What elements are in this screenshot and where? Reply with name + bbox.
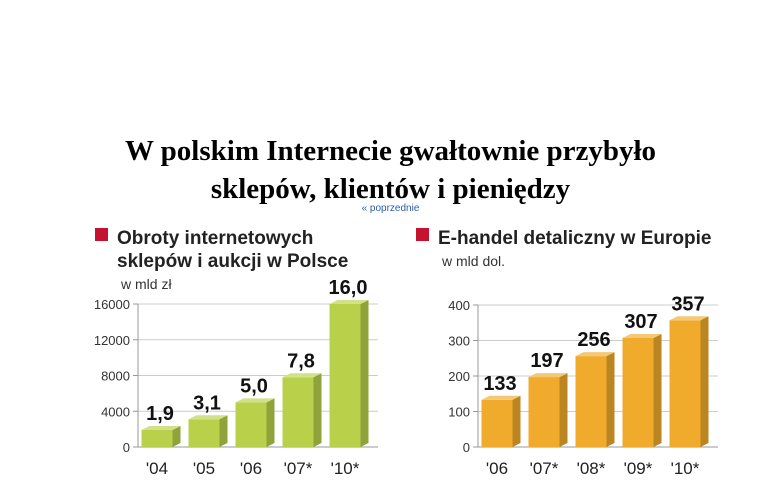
bar-side bbox=[219, 415, 228, 447]
bar-top bbox=[188, 415, 228, 420]
bar bbox=[669, 320, 701, 447]
bar-top bbox=[528, 373, 568, 378]
chart-unit: w mld zł bbox=[120, 276, 172, 292]
bar-side bbox=[700, 316, 709, 447]
bar-side bbox=[606, 352, 615, 447]
x-tick-label: '04 bbox=[146, 459, 168, 478]
previous-link[interactable]: « poprzednie bbox=[361, 203, 420, 214]
data-label: 16,0 bbox=[329, 277, 368, 299]
y-tick-label: 100 bbox=[448, 405, 470, 420]
data-label: 5,0 bbox=[240, 375, 268, 397]
bar bbox=[235, 402, 267, 447]
bar bbox=[188, 419, 220, 447]
bar-side bbox=[653, 334, 662, 447]
y-tick-label: 0 bbox=[463, 440, 470, 455]
data-label: 7,8 bbox=[287, 350, 315, 372]
x-tick-label: '08* bbox=[577, 459, 606, 478]
data-label: 256 bbox=[577, 329, 610, 351]
bar-top bbox=[622, 334, 662, 339]
title-marker-europe bbox=[416, 228, 429, 241]
x-tick-label: '07* bbox=[284, 459, 313, 478]
y-tick-label: 12000 bbox=[94, 333, 130, 348]
bar bbox=[622, 338, 654, 447]
bar-side bbox=[512, 395, 521, 447]
bar-side bbox=[360, 300, 369, 447]
x-tick-label: '10* bbox=[331, 459, 360, 478]
x-tick-label: '09* bbox=[624, 459, 653, 478]
page-headline: W polskim Internecie gwałtownie przybyło… bbox=[0, 132, 781, 208]
headline-line-2: sklepów, klientów i pieniędzy bbox=[210, 173, 571, 205]
x-tick-label: '06 bbox=[240, 459, 262, 478]
title-marker-poland bbox=[95, 228, 108, 241]
bar-top bbox=[669, 316, 709, 321]
data-label: 357 bbox=[671, 293, 704, 315]
bar bbox=[141, 430, 173, 447]
y-tick-label: 4000 bbox=[101, 404, 130, 419]
bar-side bbox=[266, 398, 275, 447]
data-label: 1,9 bbox=[146, 403, 174, 425]
chart-title-line: sklepów i aukcji w Polsce bbox=[117, 251, 348, 272]
bar-top bbox=[329, 300, 369, 304]
bar bbox=[528, 377, 560, 447]
bar-top bbox=[575, 352, 615, 357]
bar-top bbox=[141, 426, 181, 431]
bar-top bbox=[235, 398, 275, 403]
chart-title-line: Obroty internetowych bbox=[117, 228, 313, 249]
data-label: 307 bbox=[624, 311, 657, 333]
data-label: 133 bbox=[483, 373, 516, 395]
bar-top bbox=[282, 373, 322, 378]
headline-line-1: W polskim Internecie gwałtownie przybyło bbox=[124, 135, 657, 167]
y-tick-label: 200 bbox=[448, 369, 470, 384]
bar-side bbox=[313, 373, 322, 447]
bar bbox=[282, 377, 314, 447]
x-tick-label: '07* bbox=[530, 459, 559, 478]
x-tick-label: '05 bbox=[193, 459, 215, 478]
bar bbox=[575, 356, 607, 447]
chart-unit: w mld dol. bbox=[441, 253, 505, 269]
bar-side bbox=[172, 426, 181, 447]
bar-side bbox=[559, 373, 568, 447]
bar-top bbox=[481, 395, 521, 400]
chart-title-line: E-handel detaliczny w Europie bbox=[438, 228, 711, 249]
y-tick-label: 300 bbox=[448, 334, 470, 349]
y-tick-label: 16000 bbox=[94, 297, 130, 312]
y-tick-label: 0 bbox=[123, 440, 130, 455]
bar bbox=[329, 304, 361, 447]
data-label: 197 bbox=[530, 350, 563, 372]
data-label: 3,1 bbox=[193, 392, 221, 414]
x-tick-label: '06 bbox=[486, 459, 508, 478]
bar bbox=[481, 399, 513, 447]
y-tick-label: 8000 bbox=[101, 369, 130, 384]
y-tick-label: 400 bbox=[448, 298, 470, 313]
x-tick-label: '10* bbox=[671, 459, 700, 478]
